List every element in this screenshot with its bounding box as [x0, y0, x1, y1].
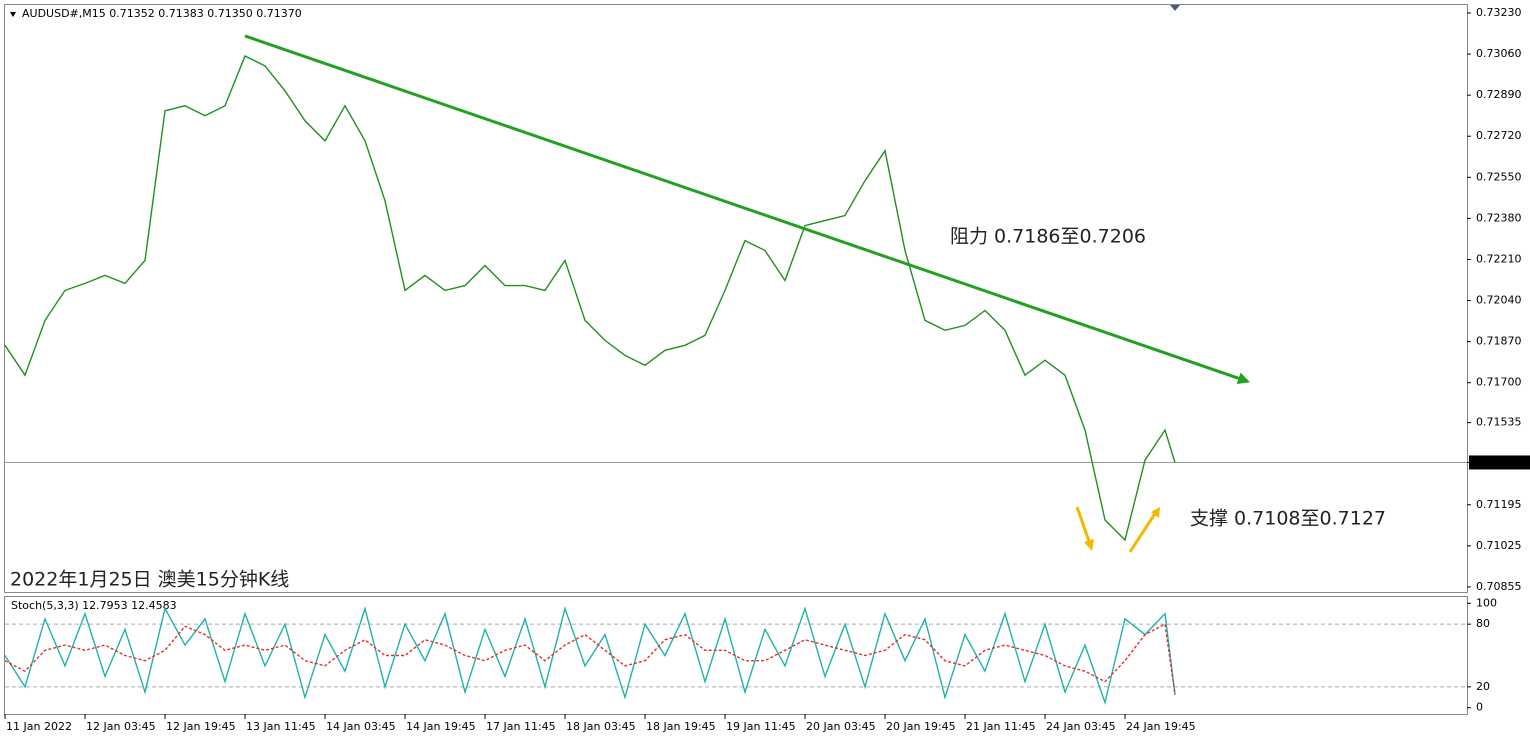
- x-tick-label: 20 Jan 19:45: [886, 720, 956, 733]
- y-tick-label: 0.71370: [1476, 455, 1522, 468]
- x-tick-label: 18 Jan 19:45: [646, 720, 716, 733]
- annotation: 阻力 0.7186至0.7206: [950, 226, 1146, 248]
- stoch-frame: [4, 596, 1468, 715]
- symbol-marker: [10, 12, 16, 17]
- y-tick-label: 0.72550: [1476, 170, 1522, 183]
- x-tick-label: 18 Jan 03:45: [566, 720, 636, 733]
- y-tick-label: 0.73060: [1476, 47, 1522, 60]
- y-tick-label: 0.72720: [1476, 129, 1522, 142]
- x-tick-label: 19 Jan 11:45: [726, 720, 796, 733]
- arrow-head: [1084, 539, 1094, 551]
- y-tick-label: 0: [1476, 701, 1483, 714]
- x-tick-label: 21 Jan 11:45: [966, 720, 1036, 733]
- annotation: 2022年1月25日 澳美15分钟K线: [10, 569, 289, 591]
- x-tick-label: 20 Jan 03:45: [806, 720, 876, 733]
- y-tick-label: 0.72380: [1476, 211, 1522, 224]
- y-tick-label: 80: [1476, 617, 1490, 630]
- trend-line: [244, 34, 1240, 380]
- annotation: 支撑 0.7108至0.7127: [1190, 508, 1386, 530]
- current-price-box: [1469, 455, 1530, 470]
- x-tick-label: 11 Jan 2022: [6, 720, 72, 733]
- y-tick-label: 100: [1476, 596, 1497, 609]
- y-tick-label: 20: [1476, 680, 1490, 693]
- y-tick-label: 0.71700: [1476, 376, 1522, 389]
- stoch-line: [4, 623, 1176, 695]
- y-tick-label: 0.72210: [1476, 252, 1522, 265]
- x-tick-label: 14 Jan 03:45: [326, 720, 396, 733]
- arrows: [1075, 506, 1160, 553]
- x-tick-label: 14 Jan 19:45: [406, 720, 476, 733]
- y-tick-label: 0.71870: [1476, 335, 1522, 348]
- y-tick-label: 0.73230: [1476, 6, 1522, 19]
- y-tick-label: 0.71195: [1476, 498, 1522, 511]
- y-tick-label: 0.71535: [1476, 416, 1522, 429]
- x-tick-label: 24 Jan 19:45: [1126, 720, 1196, 733]
- x-tick-label: 24 Jan 03:45: [1046, 720, 1116, 733]
- stoch-line: [4, 605, 1176, 705]
- main-frame: [4, 4, 1468, 593]
- arrow: [1128, 511, 1158, 553]
- shift-marker: [1170, 5, 1180, 11]
- stoch-title: Stoch(5,3,3) 12.7953 12.4583: [11, 599, 177, 612]
- y-tick-label: 0.72890: [1476, 88, 1522, 101]
- arrow-head: [1151, 507, 1160, 518]
- price-line: [4, 55, 1176, 542]
- arrow: [1075, 506, 1092, 545]
- chart-title: AUDUSD#,M15 0.71352 0.71383 0.71350 0.71…: [22, 7, 302, 20]
- x-tick-label: 12 Jan 03:45: [86, 720, 156, 733]
- x-tick-label: 17 Jan 11:45: [486, 720, 556, 733]
- y-tick-label: 0.72040: [1476, 294, 1522, 307]
- x-tick-label: 12 Jan 19:45: [166, 720, 236, 733]
- x-tick-label: 13 Jan 11:45: [246, 720, 316, 733]
- trend-arrow-head: [1236, 372, 1250, 384]
- y-tick-label: 0.70855: [1476, 580, 1522, 593]
- y-tick-label: 0.71025: [1476, 539, 1522, 552]
